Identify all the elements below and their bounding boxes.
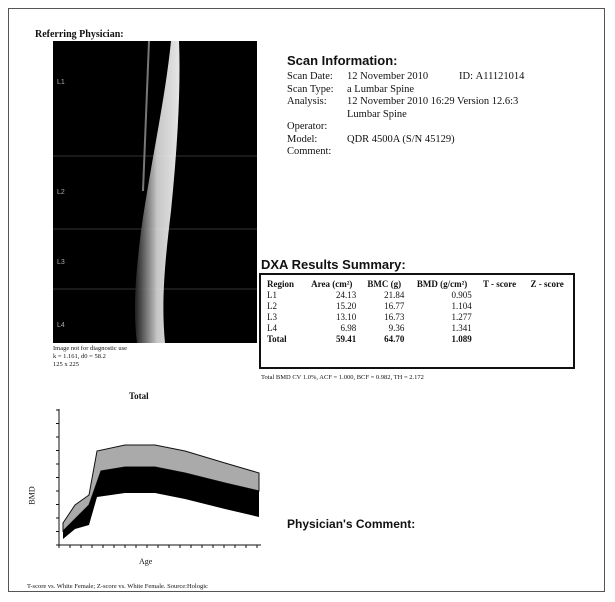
table-cell: 64.70 — [360, 334, 408, 345]
page: {"header": {"referring_physician": "Refe… — [0, 0, 615, 602]
table-cell: 21.84 — [360, 290, 408, 301]
source-note: T-score vs. White Female; Z-score vs. Wh… — [27, 583, 208, 590]
table-cell — [476, 334, 524, 345]
table-cell: 16.73 — [360, 312, 408, 323]
table-cell: 0.905 — [408, 290, 475, 301]
table-cell: L4 — [263, 323, 303, 334]
value: 12 November 2010 — [347, 71, 459, 84]
label: Operator: — [287, 121, 347, 134]
results-footnote: Total BMD CV 1.0%, ACF = 1.000, BCF = 0.… — [261, 374, 424, 381]
results-title: DXA Results Summary: — [261, 257, 406, 272]
value: a Lumbar Spine — [347, 84, 414, 97]
column-header: BMC (g) — [360, 279, 408, 290]
table-cell: 16.77 — [360, 301, 408, 312]
chart-title: Total — [129, 391, 149, 401]
value: Lumbar Spine — [347, 109, 407, 122]
column-header: Z - score — [523, 279, 571, 290]
table-cell — [523, 301, 571, 312]
table-cell: 13.10 — [303, 312, 360, 323]
scan-info-title: Scan Information: — [287, 53, 398, 68]
table-cell — [476, 301, 524, 312]
table-cell: L2 — [263, 301, 303, 312]
value: QDR 4500A (S/N 45129) — [347, 134, 455, 147]
table-cell: 1.341 — [408, 323, 475, 334]
table-cell: L3 — [263, 312, 303, 323]
table-cell: 1.089 — [408, 334, 475, 345]
table-cell: 59.41 — [303, 334, 360, 345]
column-header: BMD (g/cm²) — [408, 279, 475, 290]
table-cell: 6.98 — [303, 323, 360, 334]
table-cell: Total — [263, 334, 303, 345]
label: Model: — [287, 134, 347, 147]
value: A11121014 — [476, 71, 525, 84]
column-header: T - score — [476, 279, 524, 290]
y-axis-label: BMD — [28, 486, 37, 504]
image-note-line: Image not for diagnostic use — [53, 345, 127, 353]
spine-image — [53, 41, 257, 343]
table-cell — [523, 323, 571, 334]
label: Comment: — [287, 146, 347, 159]
image-note: Image not for diagnostic use k = 1.161, … — [53, 345, 127, 369]
value: 12 November 2010 16:29 Version 12.6:3 — [347, 96, 518, 109]
table-cell: 15.20 — [303, 301, 360, 312]
table-cell — [523, 290, 571, 301]
vertebra-label: L2 — [57, 189, 65, 196]
label: Scan Type: — [287, 84, 347, 97]
physician-comment: Physician's Comment: — [287, 517, 415, 531]
column-header: Region — [263, 279, 303, 290]
table-cell — [523, 334, 571, 345]
reference-chart — [45, 405, 267, 555]
table-cell — [476, 323, 524, 334]
column-header: Area (cm²) — [303, 279, 360, 290]
vertebra-label: L4 — [57, 322, 65, 329]
image-note-line: 125 x 225 — [53, 361, 127, 369]
table-cell: 9.36 — [360, 323, 408, 334]
image-note-line: k = 1.161, d0 = 58.2 — [53, 353, 127, 361]
table-cell — [523, 312, 571, 323]
table-cell: 1.104 — [408, 301, 475, 312]
label: Scan Date: — [287, 71, 347, 84]
table-cell: 24.13 — [303, 290, 360, 301]
x-axis-label: Age — [139, 557, 152, 566]
table-cell — [476, 290, 524, 301]
table-cell: 1.277 — [408, 312, 475, 323]
label: ID: — [459, 71, 473, 84]
label: Analysis: — [287, 96, 347, 109]
referring-physician: Referring Physician: — [35, 29, 124, 40]
table-cell: L1 — [263, 290, 303, 301]
table-cell — [476, 312, 524, 323]
vertebra-label: L3 — [57, 259, 65, 266]
vertebra-label: L1 — [57, 79, 65, 86]
